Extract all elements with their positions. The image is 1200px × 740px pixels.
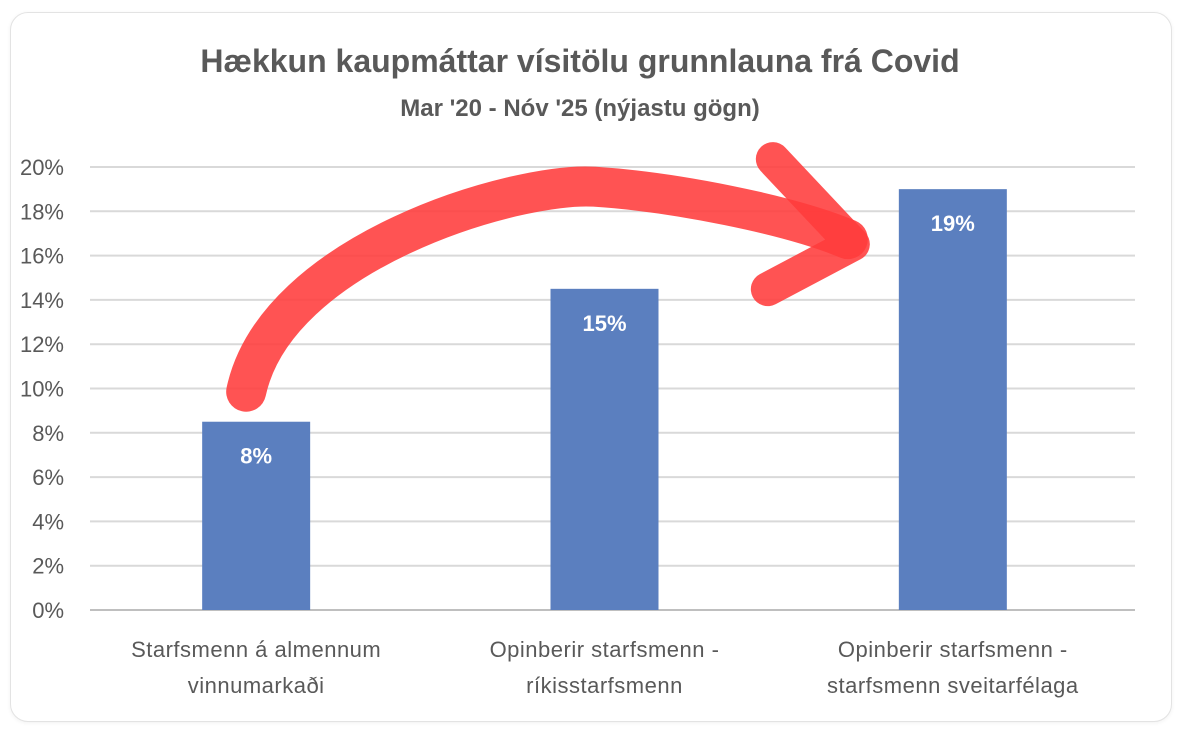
y-tick-label: 10% [20,377,64,402]
y-tick-label: 12% [20,332,64,357]
x-category-label: Opinberir starfsmenn - [490,637,720,662]
data-label: 8% [240,444,272,469]
data-label: 15% [582,311,626,336]
x-axis: Starfsmenn á almennum vinnumarkaði Opinber… [131,637,1079,698]
y-axis: 0% 2% 4% 6% 8% 10% 12% 14% 16% 18% 20% [20,155,64,623]
y-tick-label: 8% [32,421,64,446]
x-category-label: vinnumarkaði [188,673,325,698]
bar [898,189,1007,610]
annotation-arrow [226,142,870,412]
data-labels: 8% 15% 19% [240,211,975,469]
bar [550,288,659,610]
y-tick-label: 20% [20,155,64,180]
x-category-label: Opinberir starfsmenn - [838,637,1068,662]
y-tick-label: 0% [32,598,64,623]
y-tick-label: 14% [20,288,64,313]
x-category-label: ríkisstarfsmenn [526,673,683,698]
arrow-head [750,142,870,307]
bar [202,421,311,610]
x-category-label: starfsmenn sveitarfélaga [827,673,1079,698]
y-tick-label: 4% [32,509,64,534]
y-tick-label: 16% [20,244,64,269]
x-category-label: Starfsmenn á almennum [131,637,381,662]
data-label: 19% [931,211,975,236]
y-tick-label: 6% [32,465,64,490]
y-tick-label: 18% [20,199,64,224]
chart-title: Hækkun kaupmáttar vísitölu grunnlauna fr… [200,43,959,79]
chart-subtitle: Mar '20 - Nóv '25 (nýjastu gögn) [400,95,759,122]
arrow-shaft [226,166,868,412]
bars [202,189,1007,610]
y-tick-label: 2% [32,554,64,579]
